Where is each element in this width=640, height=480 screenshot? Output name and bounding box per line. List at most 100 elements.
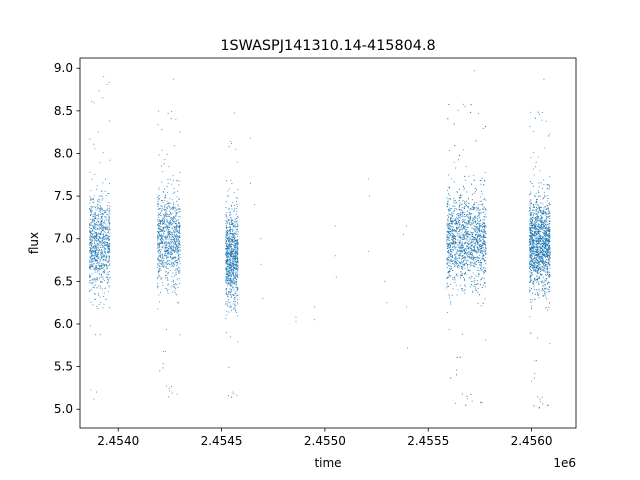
data-point xyxy=(173,236,175,239)
data-point xyxy=(157,208,159,211)
data-point xyxy=(106,209,108,211)
data-point xyxy=(235,256,237,258)
data-point xyxy=(101,228,103,230)
data-point xyxy=(176,262,178,264)
data-point xyxy=(100,215,102,217)
data-point xyxy=(170,247,172,249)
data-point xyxy=(236,280,238,282)
data-point xyxy=(96,200,98,202)
data-point xyxy=(229,284,231,286)
data-point xyxy=(451,267,453,269)
data-point xyxy=(474,225,476,227)
data-point xyxy=(234,251,236,254)
data-point xyxy=(460,271,462,273)
data-point xyxy=(452,205,454,207)
data-point xyxy=(463,250,466,252)
data-point xyxy=(163,233,165,235)
data-point xyxy=(95,231,97,234)
data-point xyxy=(103,259,105,261)
data-point xyxy=(471,247,473,249)
data-point xyxy=(178,211,180,213)
data-point xyxy=(230,229,232,231)
data-point xyxy=(157,219,159,221)
data-point xyxy=(470,253,472,255)
data-point xyxy=(101,199,103,201)
data-point xyxy=(468,214,470,216)
data-point xyxy=(92,201,94,203)
data-point xyxy=(477,228,479,230)
data-point xyxy=(160,237,162,239)
data-point xyxy=(166,207,168,209)
data-point xyxy=(466,251,468,253)
data-point xyxy=(465,202,467,204)
data-point xyxy=(447,251,449,253)
data-point xyxy=(167,257,169,259)
data-point xyxy=(470,277,472,279)
data-point xyxy=(483,223,485,225)
data-point xyxy=(105,239,108,241)
data-point xyxy=(107,229,109,231)
data-point xyxy=(105,273,107,275)
data-point xyxy=(473,237,475,239)
data-point xyxy=(482,267,484,269)
data-point xyxy=(228,275,230,277)
data-point xyxy=(231,264,233,266)
data-point xyxy=(477,239,479,241)
data-point xyxy=(485,246,487,248)
data-point xyxy=(157,217,159,219)
data-point xyxy=(473,260,475,262)
data-point xyxy=(236,295,238,297)
data-point xyxy=(448,227,450,229)
data-point xyxy=(456,202,458,204)
data-point xyxy=(228,269,230,271)
data-point xyxy=(452,233,454,236)
data-point xyxy=(102,250,104,252)
data-point xyxy=(446,282,448,285)
data-point xyxy=(470,111,472,113)
data-point xyxy=(477,218,479,220)
data-point xyxy=(230,266,232,268)
data-point xyxy=(458,154,461,156)
data-point xyxy=(482,238,484,240)
data-point xyxy=(91,266,94,268)
data-point xyxy=(460,285,462,287)
data-point xyxy=(92,219,94,221)
data-point xyxy=(94,244,96,246)
data-point xyxy=(227,226,229,228)
data-point xyxy=(225,227,228,229)
data-point xyxy=(157,232,160,234)
data-point xyxy=(179,216,181,218)
data-point xyxy=(482,234,484,236)
data-point xyxy=(236,252,238,254)
data-point xyxy=(89,257,91,259)
data-point xyxy=(92,229,94,231)
data-point xyxy=(109,263,111,265)
data-point xyxy=(107,282,109,284)
data-point xyxy=(468,217,470,219)
data-point xyxy=(450,259,452,261)
data-point xyxy=(229,219,231,221)
data-point xyxy=(484,339,487,341)
data-point xyxy=(102,97,104,99)
data-point xyxy=(99,296,101,298)
data-point xyxy=(227,222,229,224)
data-point xyxy=(473,207,475,210)
data-point xyxy=(226,261,228,263)
data-point xyxy=(158,235,161,237)
data-point xyxy=(456,274,458,276)
data-point xyxy=(483,224,485,226)
data-point xyxy=(542,231,544,233)
data-point xyxy=(89,222,91,224)
data-point xyxy=(455,255,457,257)
data-point xyxy=(95,218,97,220)
data-point xyxy=(465,229,467,231)
data-point xyxy=(456,253,458,255)
data-point xyxy=(109,213,111,215)
data-point xyxy=(101,264,103,266)
data-point xyxy=(483,241,485,243)
data-point xyxy=(484,125,487,127)
data-point xyxy=(104,243,106,245)
data-point xyxy=(177,238,179,240)
data-point xyxy=(167,236,169,238)
data-point xyxy=(102,259,104,261)
